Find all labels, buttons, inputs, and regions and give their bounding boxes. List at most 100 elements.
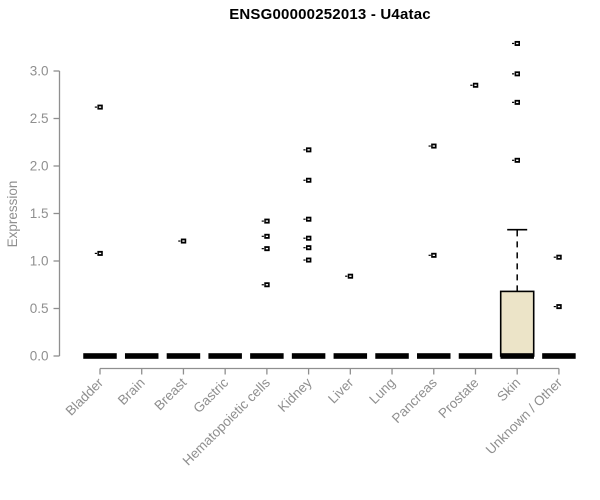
box	[499, 290, 535, 357]
marker-slit	[307, 179, 310, 181]
marker-slit	[307, 218, 310, 220]
median-bar	[417, 353, 451, 359]
outlier-marker	[428, 252, 437, 258]
outlier-marker	[428, 143, 437, 149]
marker-dash	[261, 248, 264, 250]
outlier-marker	[553, 304, 562, 310]
marker-slit	[307, 237, 310, 239]
marker-dash	[94, 106, 97, 108]
outlier-marker	[94, 104, 103, 110]
marker-dash	[303, 179, 306, 181]
marker-dash	[303, 218, 306, 220]
outlier-marker	[303, 257, 312, 263]
marker-slit	[307, 259, 310, 261]
marker-dash	[512, 73, 515, 75]
x-tick-label: Bladder	[63, 375, 107, 419]
marker-dash	[553, 306, 556, 308]
outlier-marker	[303, 216, 312, 222]
outlier-marker	[470, 82, 479, 88]
marker-slit	[557, 305, 561, 308]
outlier-marker	[261, 218, 270, 224]
x-tick-label: Pancreas	[389, 375, 440, 426]
median-bar	[83, 353, 117, 359]
marker-slit	[516, 73, 519, 75]
marker-dash	[470, 84, 473, 86]
y-axis-title: Expression	[5, 180, 20, 248]
outlier-marker	[178, 238, 187, 244]
outlier-marker	[512, 157, 520, 163]
marker-slit	[516, 101, 519, 104]
marker-slit	[557, 256, 561, 258]
marker-slit	[265, 235, 269, 237]
marker-dash	[512, 159, 515, 161]
marker-slit	[98, 252, 102, 255]
median-bar	[124, 353, 159, 359]
median-bar	[500, 353, 534, 359]
median-bar	[166, 353, 201, 359]
marker-slit	[182, 240, 185, 242]
outlier-marker	[512, 71, 520, 77]
marker-slit	[432, 254, 435, 256]
outlier-marker	[303, 147, 312, 153]
y-tick-label: 1.5	[30, 206, 49, 221]
outlier-marker	[261, 282, 270, 288]
marker-slit	[516, 159, 519, 161]
marker-dash	[512, 42, 515, 45]
marker-slit	[307, 247, 310, 249]
y-tick-label: 0.0	[30, 349, 49, 364]
marker-dash	[261, 235, 264, 237]
outlier-marker	[345, 273, 354, 279]
marker-dash	[94, 252, 97, 254]
median-bar	[208, 353, 242, 359]
marker-dash	[553, 256, 556, 258]
marker-slit	[307, 149, 310, 151]
outlier-marker	[303, 177, 312, 183]
marker-dash	[428, 254, 431, 256]
marker-dash	[178, 240, 181, 242]
marker-dash	[345, 275, 348, 277]
x-tick-label: Lung	[366, 375, 398, 407]
outlier-marker	[261, 233, 270, 239]
outlier-marker	[553, 254, 562, 260]
marker-dash	[512, 101, 515, 103]
marker-dash	[261, 220, 264, 222]
marker-dash	[303, 149, 306, 151]
median-bar	[375, 353, 409, 359]
marker-slit	[349, 275, 352, 277]
outlier-marker	[512, 99, 520, 105]
marker-dash	[261, 284, 264, 286]
marker-slit	[98, 106, 102, 108]
marker-slit	[265, 284, 269, 286]
chart-title: ENSG00000252013 - U4atac	[229, 6, 431, 23]
marker-dash	[303, 259, 306, 261]
y-tick-label: 0.5	[30, 301, 49, 316]
marker-dash	[303, 247, 306, 249]
median-bar	[542, 353, 576, 359]
y-tick-label: 3.0	[30, 64, 49, 79]
median-bar	[291, 353, 326, 359]
outlier-marker	[261, 246, 270, 252]
x-tick-label: Kidney	[275, 375, 315, 415]
marker-dash	[428, 145, 431, 147]
outlier-marker	[512, 40, 520, 46]
marker-slit	[265, 247, 269, 250]
x-tick-label: Liver	[325, 375, 357, 407]
outlier-marker	[303, 235, 312, 241]
y-tick-label: 2.5	[30, 111, 49, 126]
median-bar	[458, 353, 493, 359]
marker-slit	[516, 42, 519, 45]
y-tick-label: 2.0	[30, 159, 49, 174]
outlier-marker	[94, 250, 103, 256]
y-tick-label: 1.0	[30, 254, 49, 269]
x-tick-label: Skin	[494, 375, 523, 404]
marker-slit	[474, 84, 477, 86]
marker-dash	[303, 237, 306, 239]
x-tick-label: Prostate	[435, 375, 481, 421]
x-tick-label: Unknown / Other	[483, 375, 566, 458]
x-tick-label: Brain	[115, 375, 148, 408]
x-tick-label: Gastric	[190, 375, 231, 416]
marker-slit	[432, 145, 435, 147]
marker-slit	[265, 220, 269, 222]
